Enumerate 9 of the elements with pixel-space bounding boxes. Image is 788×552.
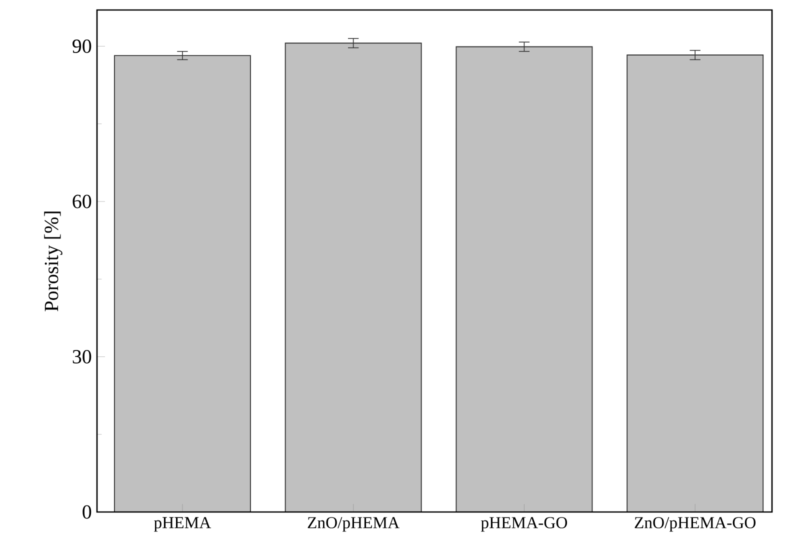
y-axis-title: Porosity [%] bbox=[44, 212, 62, 312]
y-tick-label: 30 bbox=[72, 350, 92, 364]
y-tick-label: 60 bbox=[72, 194, 92, 208]
y-tick-label: 90 bbox=[72, 39, 92, 53]
y-tick-label: 0 bbox=[82, 505, 92, 519]
x-tick-label: ZnO/pHEMA bbox=[308, 517, 400, 532]
x-tick-label: pHEMA bbox=[154, 517, 212, 532]
x-tick-label: pHEMA-GO bbox=[480, 517, 568, 532]
x-tick-label: ZnO/pHEMA-GO bbox=[634, 517, 756, 532]
